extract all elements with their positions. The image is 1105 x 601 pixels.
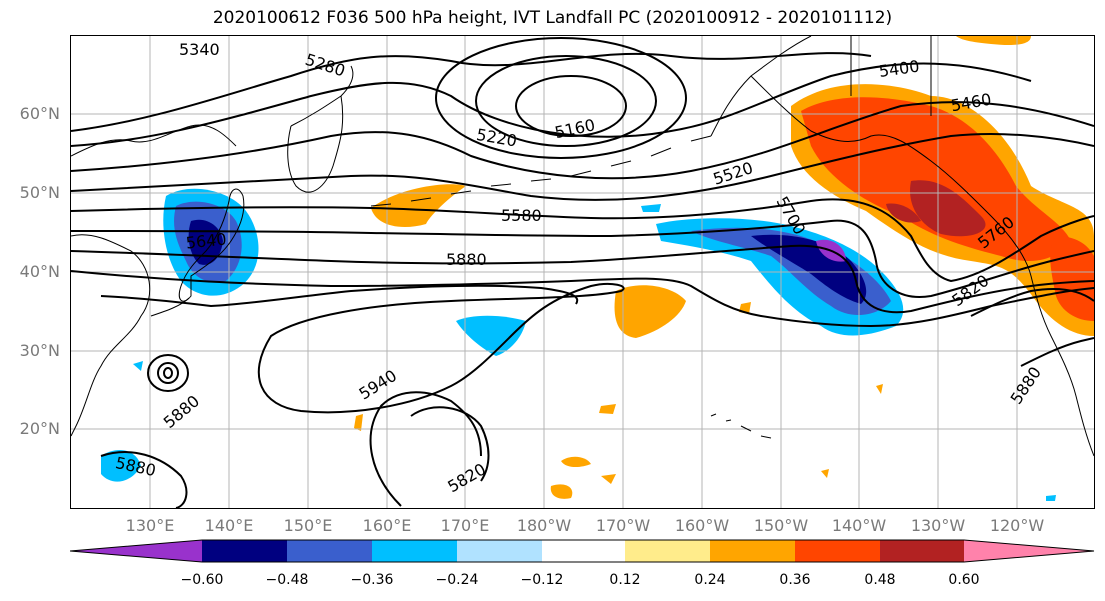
contour-label-5280: 5280	[303, 50, 348, 81]
lon-label-130w: 130°W	[910, 516, 966, 535]
colorbar-segment-pos-strong	[795, 540, 880, 562]
height-contours	[71, 37, 1094, 508]
contour-label-5220: 5220	[475, 125, 518, 151]
lat-label-30n: 30°N	[19, 341, 60, 360]
lon-label-150e: 150°E	[283, 516, 333, 535]
colorbar-segment-neutral	[542, 540, 625, 562]
contour-label-5640: 5640	[185, 229, 227, 252]
colorbar-tick-pos024: 0.24	[694, 572, 726, 588]
colorbar-segment-neg-max	[70, 540, 202, 562]
lon-label-140w: 140°W	[831, 516, 887, 535]
colorbar-tick-pos048: 0.48	[864, 572, 896, 588]
colorbar-tick-neg060: −0.60	[180, 572, 224, 588]
colorbar-tick-neg048: −0.48	[265, 572, 309, 588]
colorbar-segment-neg-light	[372, 540, 457, 562]
colorbar-tick-pos012: 0.12	[609, 572, 641, 588]
contour-label-5340: 5340	[179, 40, 220, 59]
colorbar-segment-pos-mid	[710, 540, 795, 562]
colorbar-tick-neg036: −0.36	[350, 572, 394, 588]
contour-label-5460: 5460	[949, 90, 992, 116]
contour-label-5880: 5880	[160, 391, 203, 432]
contour-label-5820: 5820	[444, 459, 489, 496]
colorbar-segment-pos-faint	[625, 540, 710, 562]
lon-label-170w: 170°W	[595, 516, 651, 535]
colorbar-tick-pos060: 0.60	[948, 572, 980, 588]
lon-label-120w: 120°W	[989, 516, 1045, 535]
colorbar-tick-pos036: 0.36	[779, 572, 811, 588]
lon-label-140e: 140°E	[204, 516, 254, 535]
contour-label-5580: 5580	[501, 206, 542, 225]
map-title: 2020100612 F036 500 hPa height, IVT Land…	[212, 8, 893, 28]
lon-label-150w: 150°W	[753, 516, 809, 535]
colorbar-segment-pos-extend	[964, 540, 1094, 562]
colorbar-segment-pos-max	[880, 540, 964, 562]
lon-label-160w: 160°W	[674, 516, 730, 535]
colorbar	[70, 539, 1095, 563]
lat-label-20n: 20°N	[19, 419, 60, 438]
lat-label-50n: 50°N	[19, 183, 60, 202]
ivt-positive-shading	[354, 36, 1094, 499]
colorbar-outline	[70, 539, 1095, 563]
lon-label-160e: 160°E	[362, 516, 412, 535]
lon-label-130e: 130°E	[125, 516, 175, 535]
contour-label-5400: 5400	[878, 57, 921, 81]
lat-label-60n: 60°N	[19, 104, 60, 123]
colorbar-tick-neg012: −0.12	[520, 572, 564, 588]
map-panel: 5340 5280 5220 5160 5400 5460 5520 5580 …	[71, 36, 1094, 508]
colorbar-segment-neg-mid	[287, 540, 372, 562]
lat-label-40n: 40°N	[19, 262, 60, 281]
contour-label-5880: 5880	[1007, 363, 1046, 407]
contour-label-5880: 5880	[446, 250, 487, 269]
lon-label-180w: 180°W	[516, 516, 572, 535]
contour-label-5160: 5160	[553, 115, 597, 142]
lon-label-170e: 170°E	[440, 516, 490, 535]
colorbar-segment-neg-faint	[457, 540, 542, 562]
colorbar-segment-neg-strong	[202, 540, 287, 562]
colorbar-tick-neg024: −0.24	[435, 572, 479, 588]
